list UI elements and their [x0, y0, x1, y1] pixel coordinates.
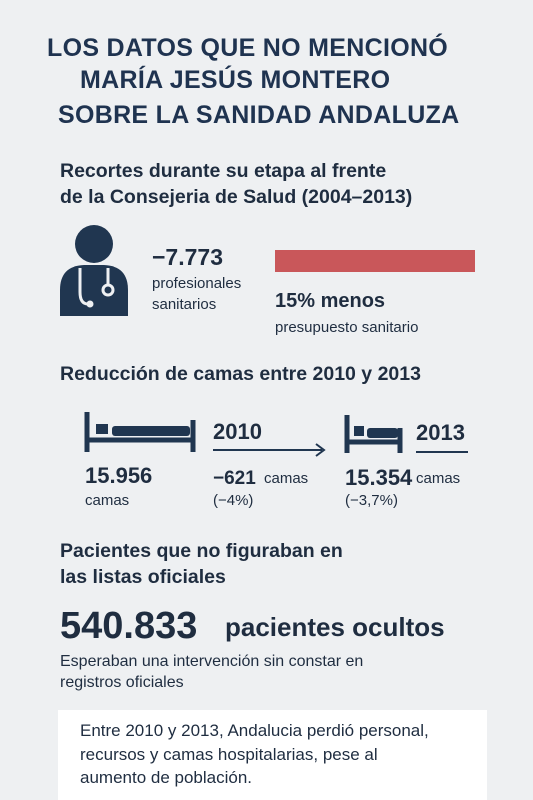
title-line: LOS DATOS QUE NO MENCIONÓ — [47, 34, 449, 62]
section-heading: de la Consejeria de Salud (2004–2013) — [60, 186, 413, 208]
budget-label: presupuesto sanitario — [275, 319, 419, 336]
arrow-head — [315, 443, 326, 457]
patients-label: pacientes ocultos — [225, 612, 445, 642]
staff-value: −7.773 — [152, 244, 223, 270]
year: 2010 — [213, 419, 262, 444]
beds-value: 15.956 — [85, 463, 153, 488]
patients-value: 540.833 — [60, 605, 198, 647]
change-percent: (−4%) — [213, 492, 254, 509]
title-line: MARÍA JESÚS MONTERO — [80, 66, 391, 94]
beds-value: 15.354 — [345, 465, 413, 490]
section-heading: Pacientes que no figuraban en — [60, 540, 343, 562]
change-value: −621 — [213, 468, 256, 489]
footer-line: recursos y camas hospitalarias, pese al — [80, 745, 378, 764]
beds-unit: camas — [416, 470, 461, 487]
bed-icon-2013 — [344, 415, 403, 453]
staff-label: profesionales — [152, 275, 242, 292]
note: Esperaban una intervención sin constar e… — [60, 653, 364, 670]
title-line: SOBRE LA SANIDAD ANDALUZA — [58, 101, 460, 129]
budget-bar — [275, 250, 475, 272]
year: 2013 — [416, 420, 465, 445]
doctor-icon — [60, 225, 128, 316]
section-heading: Recortes durante su etapa al frente — [60, 160, 387, 182]
change-unit: camas — [264, 470, 309, 487]
budget-value: 15% menos — [275, 290, 386, 312]
footer-box — [58, 710, 487, 800]
section-heading: las listas oficiales — [60, 566, 226, 588]
staff-label: sanitarios — [152, 296, 217, 313]
beds-unit: camas — [85, 492, 130, 509]
note: registros oficiales — [60, 674, 184, 691]
footer-line: Entre 2010 y 2013, Andalucia perdió pers… — [80, 721, 429, 740]
footer-line: aumento de población. — [80, 768, 253, 787]
bed-icon-2010 — [84, 412, 196, 452]
section-heading: Reducción de camas entre 2010 y 2013 — [60, 363, 421, 385]
end-percent: (−3,7%) — [345, 492, 398, 509]
